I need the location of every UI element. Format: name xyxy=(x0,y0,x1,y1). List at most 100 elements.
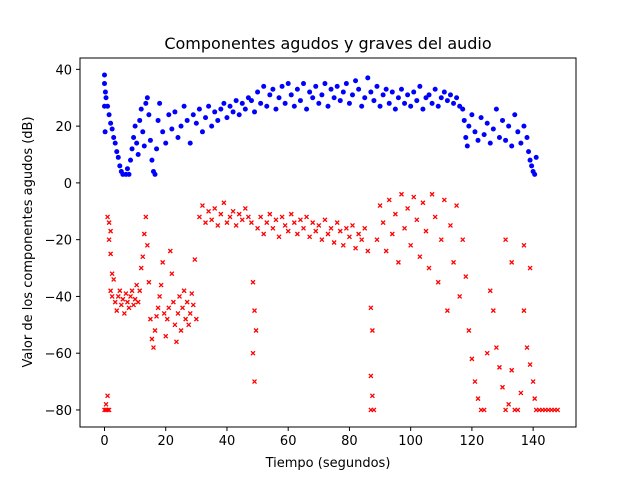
red-data-point xyxy=(140,254,146,260)
red-data-point xyxy=(144,242,150,248)
blue-data-point xyxy=(368,89,374,95)
red-data-point xyxy=(270,225,276,231)
x-tick-label: 140 xyxy=(521,434,546,449)
blue-data-point xyxy=(178,123,184,129)
blue-data-point xyxy=(411,89,417,95)
blue-data-point xyxy=(524,134,530,140)
blue-data-point xyxy=(438,95,444,101)
red-data-point xyxy=(206,208,212,214)
red-data-point xyxy=(151,345,156,350)
x-tick-label: 60 xyxy=(280,434,297,449)
red-data-point xyxy=(164,316,170,322)
blue-data-point xyxy=(227,103,233,109)
red-data-point xyxy=(429,191,435,197)
blue-data-point xyxy=(454,95,460,101)
blue-data-point xyxy=(337,98,343,104)
blue-data-point xyxy=(144,95,150,101)
blue-data-point xyxy=(297,98,303,104)
blue-data-point xyxy=(435,103,441,109)
red-data-point xyxy=(365,248,371,254)
red-data-point xyxy=(288,211,294,217)
red-data-point xyxy=(105,407,111,413)
red-data-point xyxy=(532,396,538,402)
blue-data-point xyxy=(199,129,205,135)
red-data-point xyxy=(261,231,267,237)
red-data-point xyxy=(203,220,208,226)
blue-data-point xyxy=(503,137,509,143)
red-data-point xyxy=(169,271,175,277)
blue-data-point xyxy=(124,166,130,172)
red-data-point xyxy=(264,220,270,226)
blue-data-point xyxy=(395,95,401,101)
blue-data-point xyxy=(490,126,496,132)
blue-data-point xyxy=(377,103,383,109)
y-tick-label: 20 xyxy=(55,120,72,135)
red-data-point xyxy=(500,384,505,390)
blue-data-point xyxy=(101,81,107,87)
blue-data-point xyxy=(103,95,109,101)
red-data-point xyxy=(503,407,509,413)
red-data-point xyxy=(178,328,184,333)
blue-data-point xyxy=(322,81,328,87)
red-data-point xyxy=(111,276,117,282)
blue-data-point xyxy=(307,89,313,95)
red-data-point xyxy=(166,305,172,311)
blue-data-point xyxy=(319,92,325,98)
y-axis-ticks: 40 20 0 −20 −40 −60 −80 xyxy=(45,63,80,419)
red-data-point xyxy=(451,259,456,265)
blue-data-point xyxy=(288,92,294,98)
red-data-point xyxy=(493,345,499,350)
blue-data-point xyxy=(426,92,432,98)
blue-data-point xyxy=(206,103,212,109)
blue-data-point xyxy=(154,146,160,152)
red-data-point xyxy=(304,214,310,220)
red-data-point xyxy=(215,223,221,228)
red-data-point xyxy=(161,311,167,316)
blue-data-point xyxy=(463,134,469,140)
red-data-point xyxy=(383,248,389,254)
blue-data-point xyxy=(152,171,158,177)
blue-data-point xyxy=(102,129,108,135)
blue-data-point xyxy=(140,129,146,135)
blue-data-point xyxy=(346,100,352,106)
blue-data-point xyxy=(258,100,264,106)
red-data-point xyxy=(316,223,322,228)
red-data-point xyxy=(524,345,530,350)
red-data-point xyxy=(469,356,475,362)
y-tick-label: 0 xyxy=(64,177,72,192)
red-data-point xyxy=(163,333,169,339)
blue-data-point xyxy=(187,140,193,146)
blue-data-point xyxy=(325,103,331,109)
blue-data-point xyxy=(371,98,377,104)
red-data-point xyxy=(189,291,195,297)
blue-data-point xyxy=(134,140,140,146)
blue-data-point xyxy=(518,140,524,146)
red-data-point xyxy=(181,288,187,294)
blue-data-point xyxy=(149,157,155,163)
red-data-point xyxy=(187,311,193,316)
blue-data-point xyxy=(157,100,163,106)
blue-data-point xyxy=(389,89,395,95)
blue-data-point xyxy=(117,163,123,169)
blue-data-point xyxy=(261,83,267,89)
blue-data-point xyxy=(190,112,196,118)
blue-data-point xyxy=(380,92,386,98)
red-data-point xyxy=(420,200,426,206)
y-tick-label: −80 xyxy=(45,404,72,419)
red-data-point xyxy=(481,407,487,413)
red-data-point xyxy=(106,220,112,226)
red-data-point xyxy=(106,237,112,243)
red-data-point xyxy=(444,308,450,314)
red-data-point xyxy=(143,214,149,220)
red-data-point xyxy=(432,214,438,220)
blue-data-point xyxy=(267,92,273,98)
blue-data-point xyxy=(224,115,230,121)
red-data-point xyxy=(230,208,236,214)
blue-data-point xyxy=(111,134,117,140)
blue-data-point xyxy=(248,98,254,104)
blue-data-point xyxy=(102,89,108,95)
red-data-point xyxy=(503,237,509,243)
blue-data-point xyxy=(126,171,132,177)
x-tick-label: 120 xyxy=(459,434,484,449)
red-data-point xyxy=(294,231,300,237)
